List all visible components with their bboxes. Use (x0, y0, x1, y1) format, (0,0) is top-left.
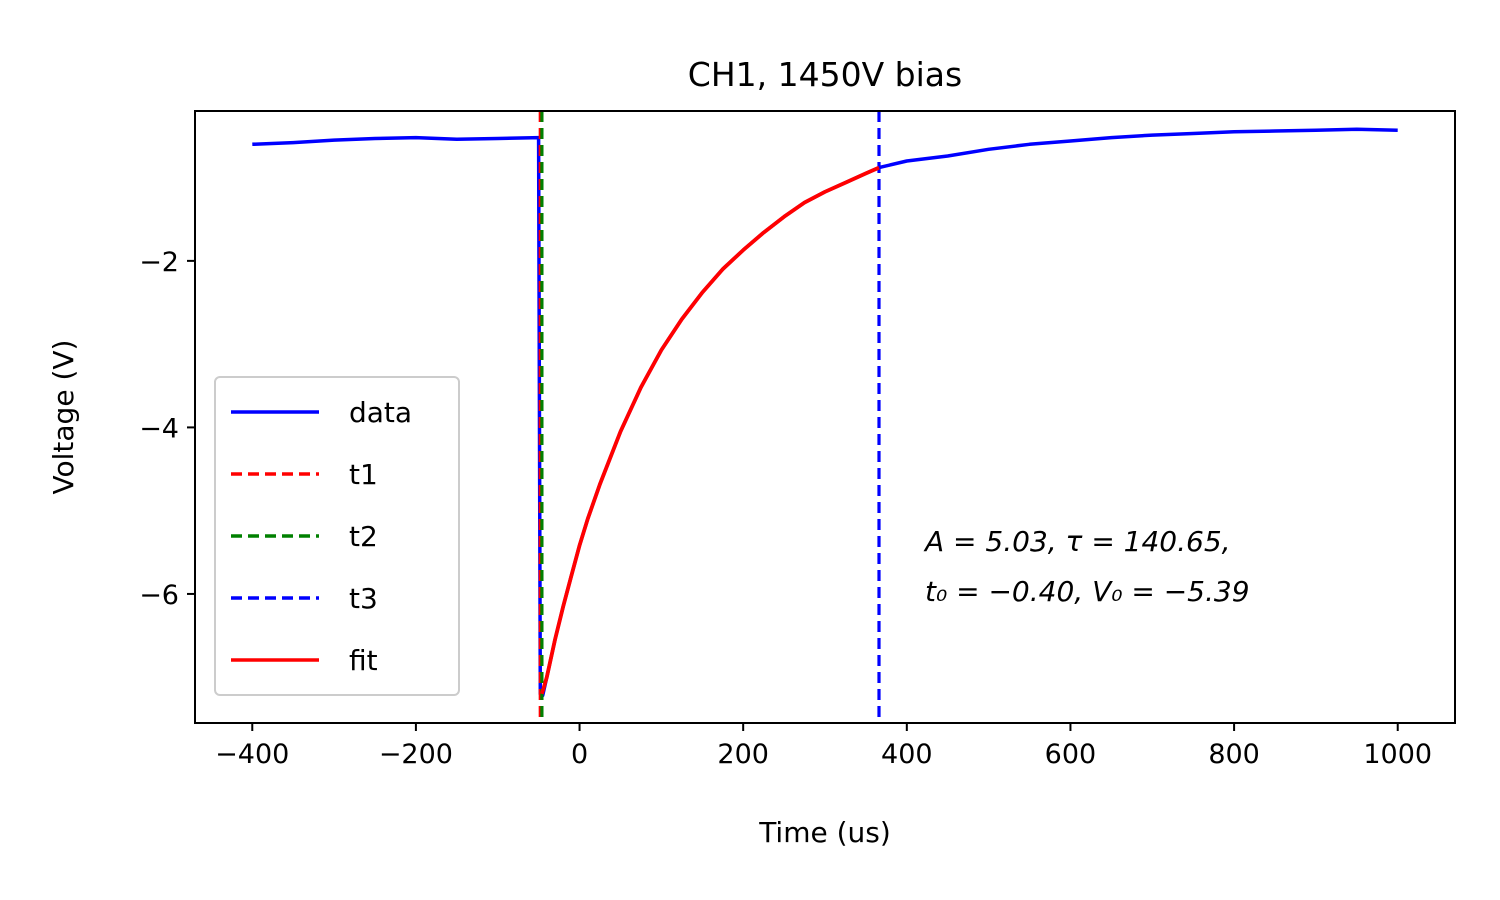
y-axis-label: Voltage (V) (47, 340, 80, 495)
fit-params-line2: t₀ = −0.40, V₀ = −5.39 (925, 575, 1250, 608)
y-axis: −2 −4 −6 (139, 247, 195, 611)
x-tick-label: 400 (881, 739, 933, 770)
legend-label-t2: t2 (349, 520, 378, 553)
x-tick-label: 200 (717, 739, 769, 770)
y-tick-label: −2 (139, 247, 179, 278)
x-tick-label: 800 (1208, 739, 1260, 770)
x-tick-label: −400 (215, 739, 289, 770)
x-tick-label: 0 (571, 739, 588, 770)
plot-area (252, 111, 1398, 723)
legend-label-data: data (349, 396, 412, 429)
x-tick-label: 600 (1045, 739, 1097, 770)
y-tick-label: −4 (139, 413, 179, 444)
y-tick-label: −6 (139, 580, 179, 611)
x-axis-label: Time (us) (758, 816, 891, 849)
x-axis: −400 −200 0 200 400 600 800 1000 (215, 723, 1432, 770)
plot-frame (194, 110, 1456, 724)
legend-label-fit: fit (349, 644, 378, 677)
legend-label-t3: t3 (349, 582, 378, 615)
chart-title: CH1, 1450V bias (688, 55, 962, 94)
fit-params-line1: A = 5.03, τ = 140.65, (923, 525, 1231, 558)
fit-annotation: A = 5.03, τ = 140.65, t₀ = −0.40, V₀ = −… (923, 525, 1250, 608)
legend-label-t1: t1 (349, 458, 378, 491)
x-tick-label: −200 (379, 739, 453, 770)
legend: data t1 t2 t3 fit (214, 376, 460, 696)
x-tick-label: 1000 (1363, 739, 1432, 770)
series-fit-line (540, 165, 880, 695)
legend-box (214, 376, 460, 696)
